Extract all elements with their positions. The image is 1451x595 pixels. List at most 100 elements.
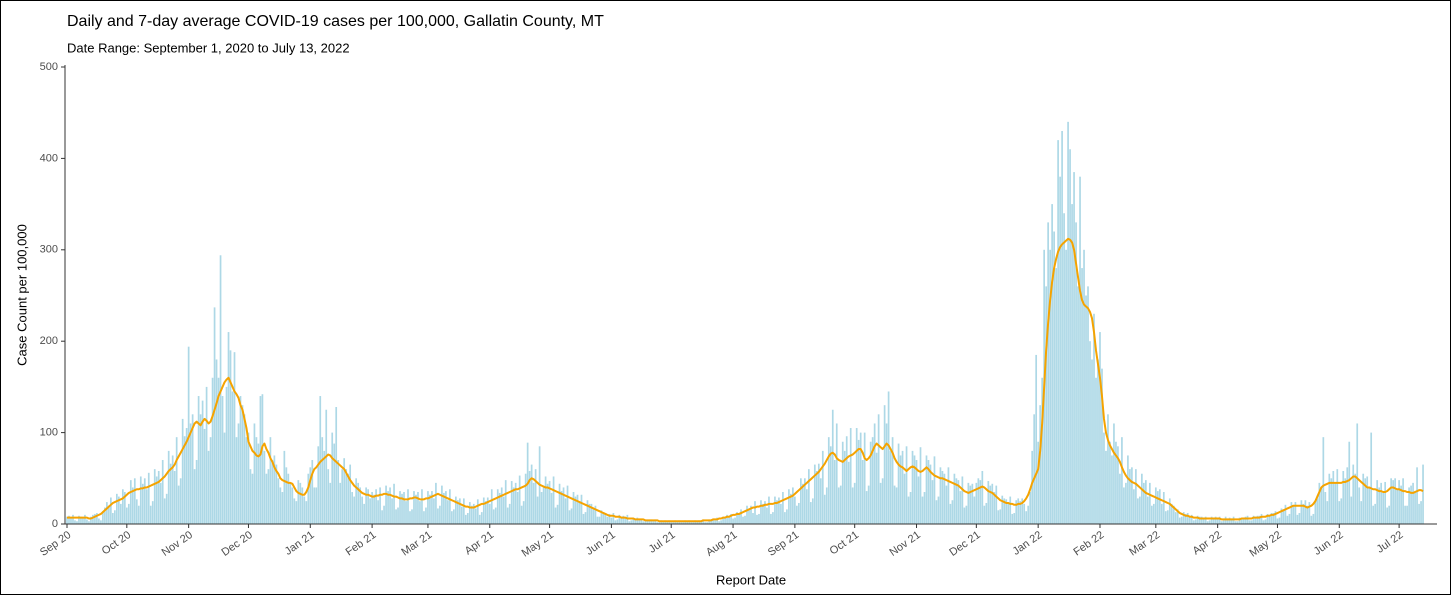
bar <box>1202 519 1205 524</box>
bar <box>1296 514 1299 524</box>
bar <box>177 485 180 524</box>
bar <box>1206 521 1209 524</box>
bar <box>534 469 537 524</box>
bar <box>293 498 296 524</box>
bar <box>251 473 254 524</box>
bar <box>586 500 589 524</box>
bar <box>484 501 487 524</box>
bar <box>738 513 740 524</box>
bar <box>1302 503 1305 524</box>
bar <box>1402 478 1404 524</box>
bar <box>863 432 866 524</box>
bar <box>373 494 375 524</box>
bar <box>580 494 583 524</box>
bar <box>285 467 288 524</box>
bar <box>594 505 597 524</box>
bar <box>556 504 559 524</box>
bar <box>1166 510 1169 524</box>
bar <box>710 520 712 524</box>
bar <box>1306 505 1309 524</box>
bar <box>460 506 463 524</box>
bar <box>983 505 986 524</box>
bar <box>790 493 792 524</box>
bar <box>879 482 882 524</box>
bar <box>86 519 88 524</box>
bar <box>780 503 782 524</box>
bar <box>891 437 894 524</box>
bar <box>1274 511 1277 524</box>
bar <box>439 505 441 524</box>
bar <box>1180 516 1183 524</box>
bar <box>770 513 772 524</box>
bar <box>1101 368 1103 524</box>
bar <box>500 487 503 524</box>
bar <box>423 511 425 524</box>
bar <box>1089 341 1091 524</box>
bar <box>696 521 699 524</box>
bar <box>470 505 473 524</box>
bar <box>415 494 417 524</box>
bar <box>666 521 669 524</box>
bar <box>1117 446 1119 524</box>
bar <box>961 476 964 524</box>
bar <box>1073 172 1075 525</box>
bar <box>642 521 645 524</box>
bar <box>441 485 443 524</box>
bar <box>347 473 350 524</box>
bar <box>1350 496 1353 524</box>
bar <box>1025 511 1028 524</box>
bar <box>1105 450 1107 524</box>
bar <box>1119 473 1121 524</box>
bar <box>764 501 766 524</box>
bar <box>614 520 617 524</box>
bar <box>1182 512 1185 524</box>
bar <box>524 473 527 524</box>
bar <box>1338 501 1341 524</box>
bar <box>1027 505 1030 524</box>
bar <box>935 500 938 524</box>
bar <box>1097 359 1099 524</box>
bar <box>821 450 824 524</box>
bar <box>734 517 736 524</box>
bar <box>211 377 214 524</box>
bar <box>628 521 631 524</box>
bar <box>88 521 90 524</box>
bar <box>885 423 888 524</box>
bar <box>114 510 116 524</box>
bar <box>1412 482 1414 524</box>
bar <box>963 507 966 524</box>
bar <box>1047 222 1049 524</box>
bar <box>510 481 513 524</box>
bar <box>536 496 539 524</box>
bar <box>225 386 228 524</box>
bar <box>1308 502 1311 524</box>
bar <box>117 496 120 524</box>
bar <box>560 491 563 524</box>
bar <box>1009 496 1012 524</box>
bar <box>121 489 124 524</box>
y-tick-label: 200 <box>40 335 58 347</box>
bar <box>476 499 479 524</box>
bar <box>231 391 234 524</box>
bar <box>620 516 623 524</box>
bar <box>835 423 838 524</box>
bar <box>267 469 270 524</box>
bar <box>1023 503 1026 524</box>
bar <box>514 482 517 524</box>
bar <box>1200 516 1203 524</box>
bar <box>1131 467 1133 524</box>
bar <box>1057 140 1059 524</box>
bar <box>1420 501 1422 524</box>
bar <box>1087 286 1089 524</box>
bar <box>959 491 962 524</box>
bar <box>482 497 485 524</box>
bar <box>1156 491 1159 524</box>
bar <box>1154 487 1157 524</box>
bar <box>1160 503 1163 524</box>
bar <box>1135 469 1137 524</box>
bar <box>1158 489 1161 524</box>
bar <box>612 513 615 524</box>
bar <box>965 505 968 524</box>
bar <box>1288 513 1291 524</box>
bar <box>66 516 68 524</box>
